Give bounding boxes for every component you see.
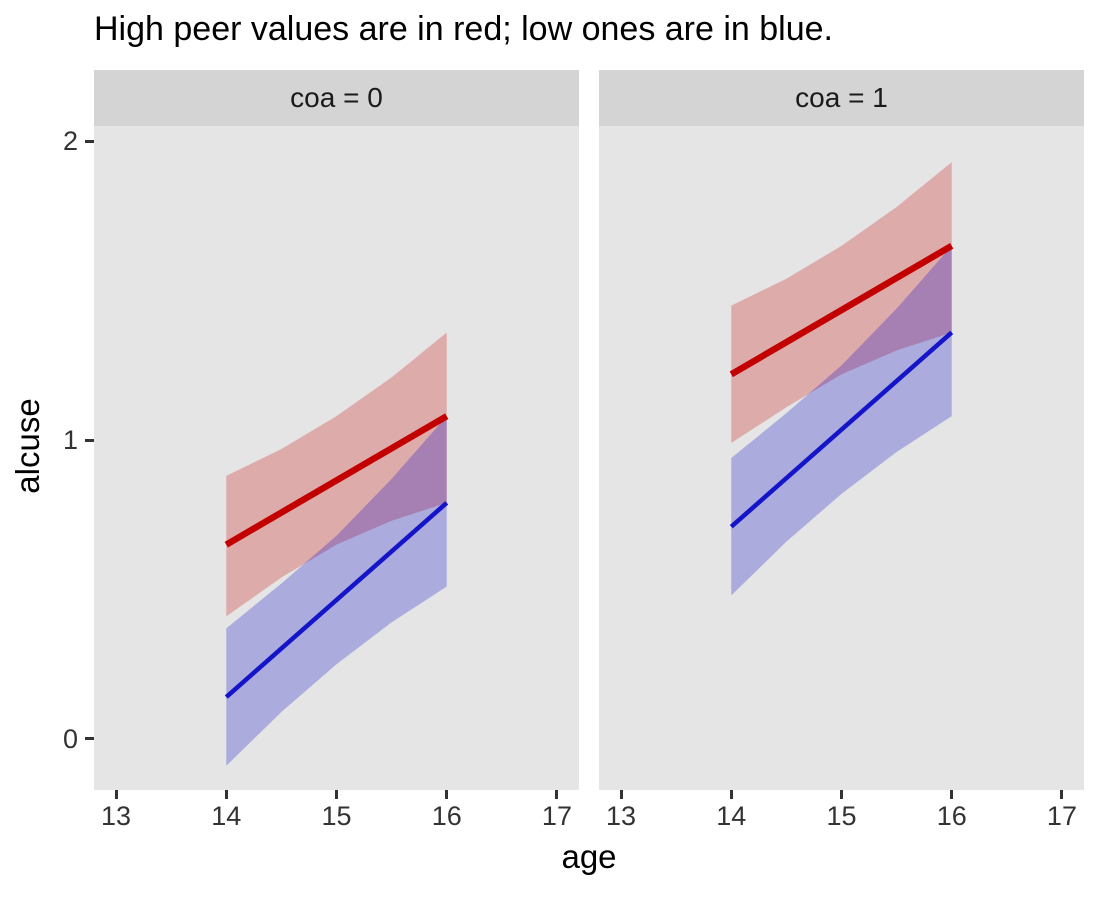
y-tick-label: 0	[62, 723, 78, 754]
y-tick-mark	[85, 737, 94, 741]
x-tick-label: 14	[716, 801, 747, 831]
y-tick-mark	[85, 139, 94, 143]
x-tick-label: 15	[321, 801, 352, 831]
x-tick-label: 17	[1046, 801, 1077, 831]
x-tick-mark	[950, 790, 954, 799]
x-tick-label: 16	[936, 801, 967, 831]
confidence-ribbon-high-peer	[226, 332, 447, 617]
x-tick-label: 16	[431, 801, 462, 831]
x-tick-mark	[840, 790, 843, 799]
x-axis-title: age	[561, 838, 617, 875]
facet-panel-coa1	[599, 126, 1084, 790]
trend-line-low-peer	[224, 501, 449, 699]
x-tick-mark	[114, 790, 118, 799]
x-tick-mark	[445, 790, 449, 799]
y-tick-label: 2	[62, 126, 78, 157]
confidence-ribbon-high-peer	[731, 162, 952, 444]
facet-panel-coa0	[94, 126, 579, 790]
y-tick-mark	[85, 438, 94, 442]
x-tick-mark	[555, 790, 559, 799]
facet-strip-label: coa = 1	[795, 82, 888, 113]
facet-strip-coa1: coa = 1	[599, 70, 1084, 126]
x-tick-label: 17	[541, 801, 572, 831]
x-tick-mark	[729, 790, 733, 799]
x-tick-label: 13	[101, 801, 132, 831]
confidence-ribbon-low-peer	[731, 245, 952, 596]
confidence-ribbon-low-peer	[226, 416, 447, 766]
trend-line-low-peer	[729, 330, 954, 529]
facet-strip-label: coa = 0	[290, 82, 383, 113]
chart-title: High peer values are in red; low ones ar…	[94, 10, 833, 48]
trend-line-high-peer	[729, 243, 954, 378]
facet-strip-coa0: coa = 0	[94, 70, 579, 126]
trend-line-high-peer	[224, 413, 449, 548]
x-tick-label: 15	[826, 801, 857, 831]
y-tick-label: 1	[62, 425, 78, 456]
x-tick-mark	[224, 790, 228, 799]
x-tick-label: 13	[606, 801, 637, 831]
x-tick-mark	[619, 790, 623, 799]
x-tick-label: 14	[211, 801, 242, 831]
x-tick-mark	[1060, 790, 1064, 799]
x-tick-mark	[335, 790, 338, 799]
